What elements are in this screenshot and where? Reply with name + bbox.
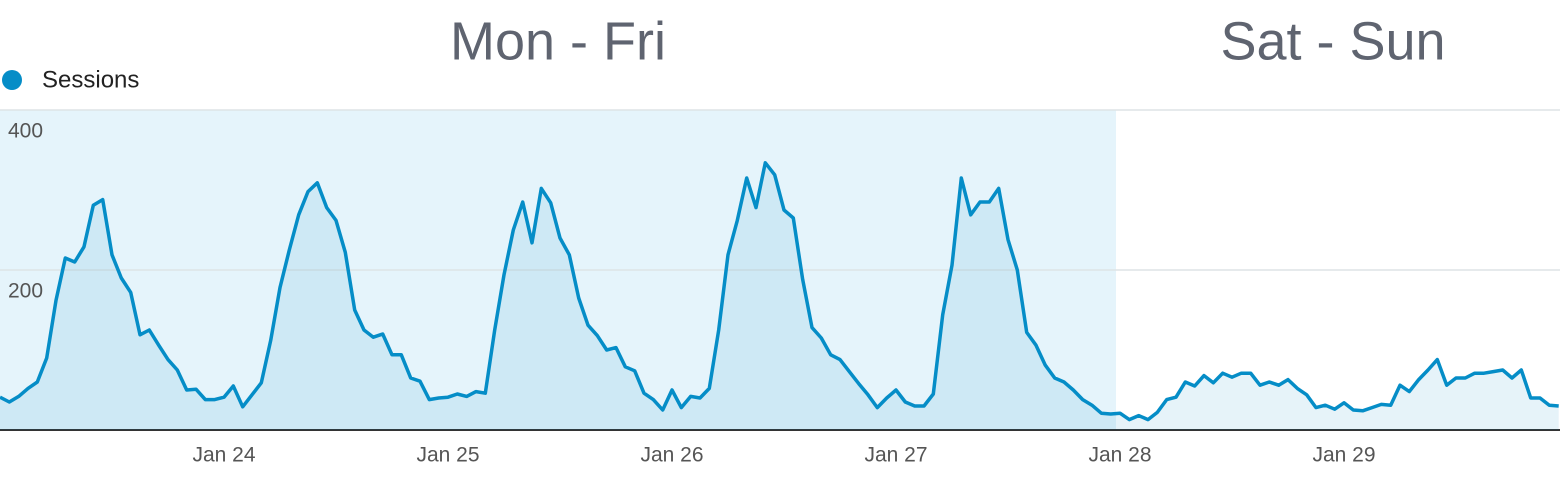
legend-label: Sessions bbox=[42, 66, 139, 93]
y-tick-label: 400 bbox=[8, 120, 43, 143]
x-tick-label: Jan 26 bbox=[640, 444, 703, 467]
annotation: Sat - Sun bbox=[1220, 11, 1445, 71]
legend-marker bbox=[2, 70, 22, 90]
x-tick-label: Jan 29 bbox=[1312, 444, 1375, 467]
x-tick-label: Jan 25 bbox=[416, 444, 479, 467]
x-tick-label: Jan 28 bbox=[1088, 444, 1151, 467]
x-tick-label: Jan 24 bbox=[192, 444, 255, 467]
y-tick-label: 200 bbox=[8, 280, 43, 303]
annotation: Mon - Fri bbox=[450, 11, 666, 71]
line bbox=[0, 161, 1559, 422]
x-tick-label: Jan 27 bbox=[864, 444, 927, 467]
area bbox=[0, 162, 1559, 431]
